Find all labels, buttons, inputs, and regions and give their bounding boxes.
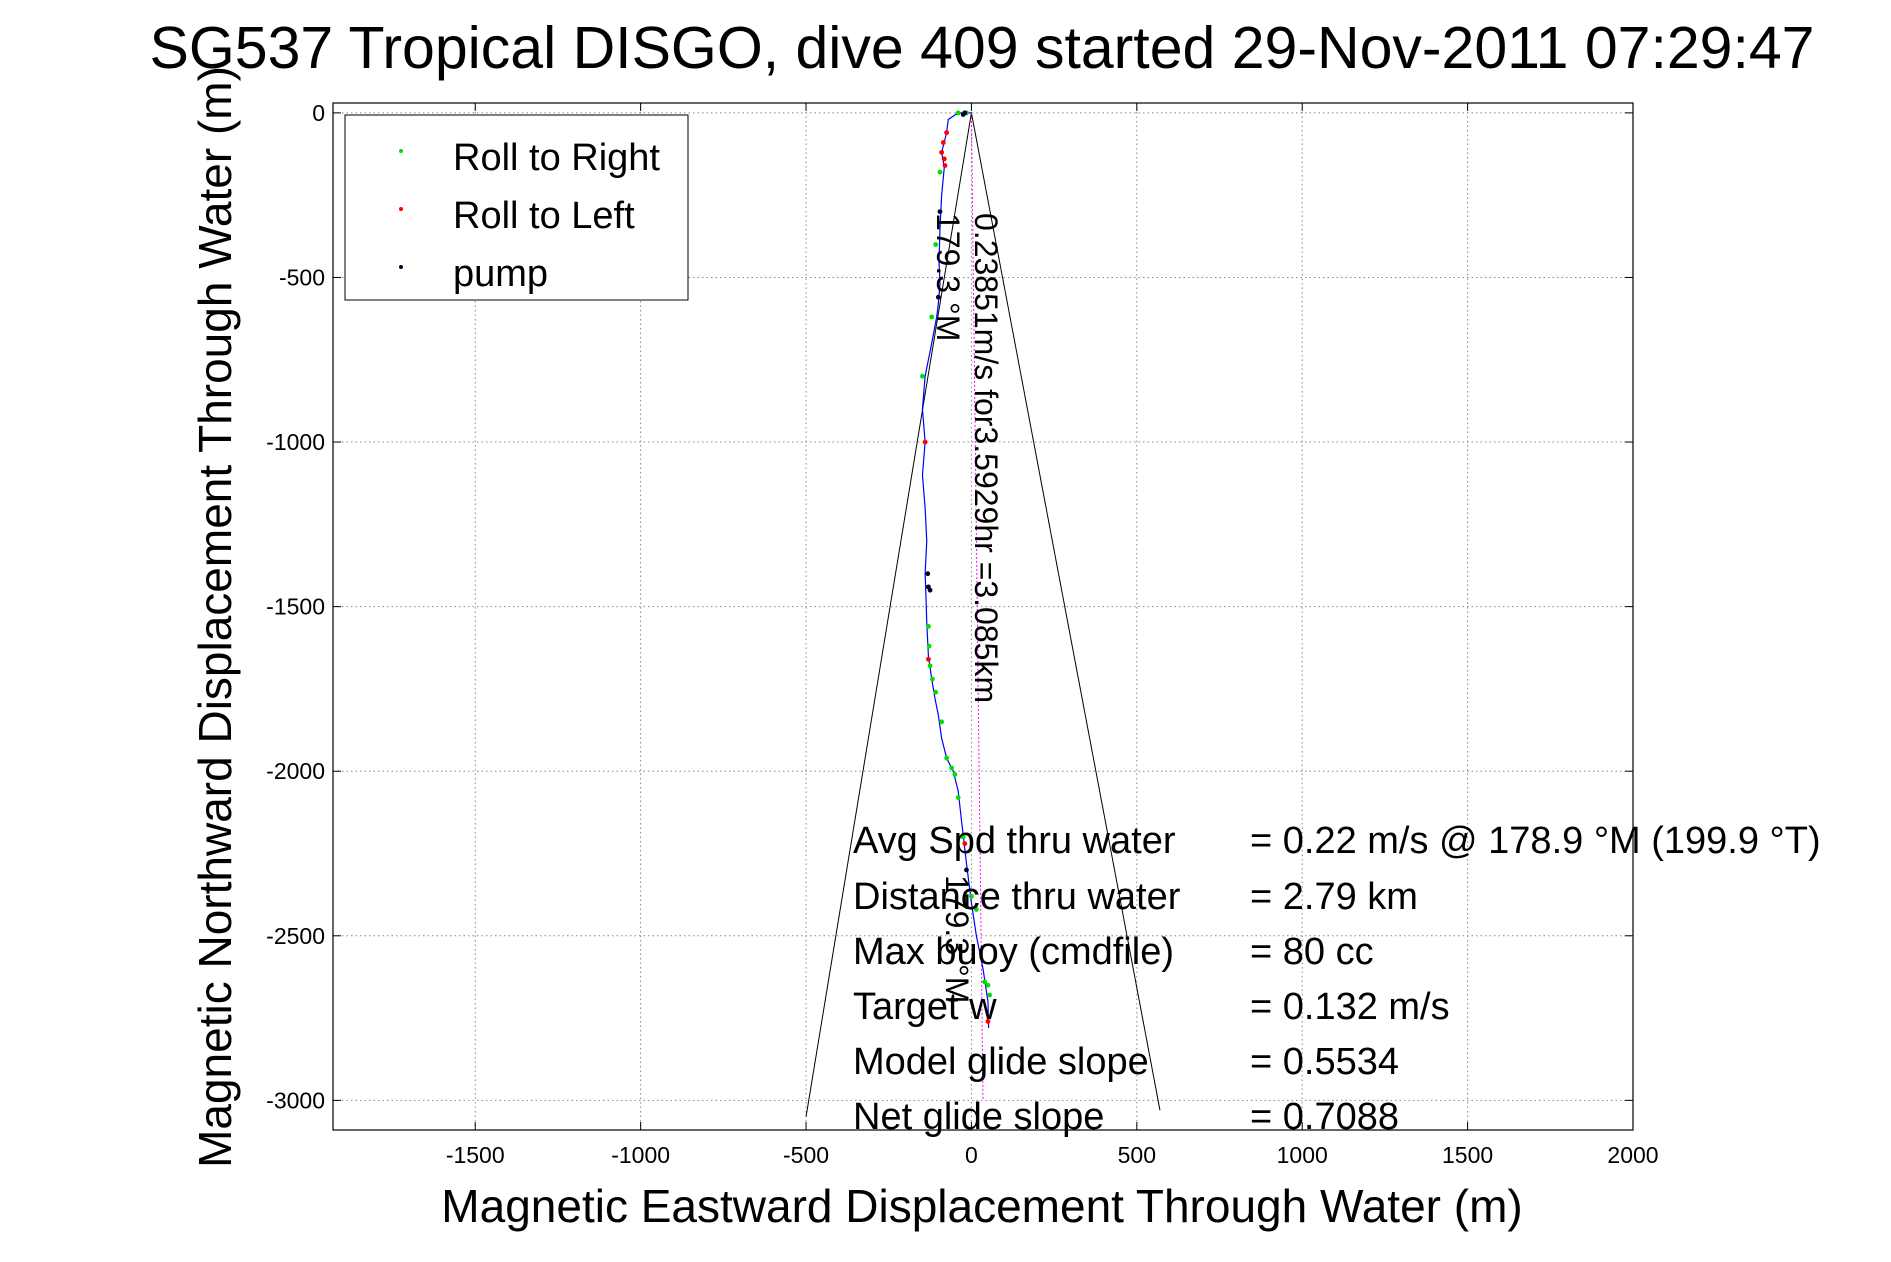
y-axis-label: Magnetic Northward Displacement Through …: [189, 66, 241, 1168]
roll-to-right-point: [985, 982, 991, 988]
speed-distance-annotation: 0.23851m/s for3.5929hr =3.085km: [968, 213, 1004, 703]
heading-line: [970, 112, 984, 1101]
heading-annotation-2: 179.3 °M: [939, 875, 975, 1003]
y-tick-label: 0: [312, 100, 325, 126]
stat-value-distance: = 2.79 km: [1250, 876, 1418, 918]
roll-to-left-point: [941, 156, 947, 162]
roll-to-right-point: [933, 242, 939, 247]
x-tick-label: -500: [783, 1142, 829, 1168]
roll-to-right-point: [929, 314, 935, 320]
heading-cone: [805, 112, 1161, 1117]
x-axis-label: Magnetic Eastward Displacement Through W…: [441, 1180, 1522, 1232]
stat-value-net-glide: = 0.7088: [1250, 1096, 1399, 1138]
pump-point: [935, 294, 941, 300]
roll-to-right-point: [926, 623, 931, 629]
roll-to-right-point: [926, 643, 932, 649]
pump-point: [960, 112, 966, 117]
y-tick-label: -1500: [266, 594, 325, 620]
legend: Roll to Right Roll to Left pump: [344, 114, 689, 301]
roll-to-right-point: [933, 689, 939, 695]
pump-point: [964, 867, 969, 873]
legend-label-pump: pump: [453, 253, 548, 295]
stat-label-avg-speed: Avg Spd thru water: [853, 820, 1176, 862]
stat-value-avg-speed: = 0.22 m/s @ 178.9 °M (199.9 °T): [1250, 820, 1821, 862]
x-tick-label: 0: [965, 1142, 978, 1168]
chart-title: SG537 Tropical DISGO, dive 409 started 2…: [150, 15, 1815, 81]
x-tick-label: 1500: [1442, 1142, 1493, 1168]
roll-to-left-point: [944, 130, 950, 136]
roll-to-right-point: [960, 834, 966, 840]
roll-to-right-point: [937, 169, 943, 175]
roll-to-right-point: [920, 373, 925, 379]
roll-to-right-point: [939, 719, 945, 725]
roll-to-left-point: [940, 140, 946, 145]
roll-to-left-point: [985, 1018, 991, 1024]
heading-annotation: 179.3 °M: [930, 213, 966, 341]
roll-to-right-point: [929, 676, 935, 682]
x-tick-label: 2000: [1607, 1142, 1658, 1168]
plot-frame: [332, 102, 1634, 1131]
stat-label-distance: Distance thru water: [853, 876, 1181, 918]
roll-to-right-point: [944, 755, 950, 761]
roll-to-left-point: [962, 841, 968, 847]
stat-value-model-glide: = 0.5534: [1250, 1041, 1399, 1083]
roll-to-right-point: [969, 893, 974, 899]
x-tick-label: -1000: [611, 1142, 670, 1168]
track-layer: [921, 112, 990, 1028]
legend-label-roll-left: Roll to Left: [453, 195, 635, 237]
roll-to-right-point: [955, 110, 961, 116]
roll-to-right-point: [952, 772, 958, 777]
y-tick-labels: 0 -500 -1000 -1500 -2000 -2500 -3000: [266, 100, 325, 1114]
y-tick-label: -2500: [266, 923, 325, 949]
roll-to-right-point: [973, 907, 979, 912]
roll-to-left-point: [939, 149, 945, 155]
roll-to-right-point: [982, 979, 988, 985]
heading-cone-left: [805, 112, 972, 1117]
roll-to-right-point: [987, 992, 993, 998]
roll-to-right-point: [949, 765, 954, 771]
stat-value-target-w: = 0.132 m/s: [1250, 986, 1450, 1028]
roll-to-left-point: [922, 439, 928, 445]
roll-to-right-point: [955, 795, 961, 800]
dive-statistics: Avg Spd thru water = 0.22 m/s @ 178.9 °M…: [853, 820, 1821, 1138]
legend-marker-roll-left: [399, 207, 403, 211]
roll-to-left-point: [926, 656, 931, 662]
x-tick-label: 1000: [1277, 1142, 1328, 1168]
x-tick-label: 500: [1118, 1142, 1156, 1168]
legend-label-roll-right: Roll to Right: [453, 137, 660, 179]
x-tick-label: -1500: [446, 1142, 505, 1168]
roll-to-left-point: [942, 163, 948, 168]
legend-marker-roll-right: [399, 149, 403, 153]
heading-cone-right: [970, 112, 1161, 1111]
pump-point: [925, 571, 931, 577]
data-points: [920, 110, 993, 1024]
stat-label-model-glide: Model glide slope: [853, 1041, 1149, 1083]
roll-to-right-point: [927, 663, 933, 669]
stat-label-target-w: Target w: [853, 986, 997, 1028]
y-tick-label: -1000: [266, 429, 325, 455]
stat-label-max-buoy: Max buoy (cmdfile): [853, 931, 1174, 973]
pump-point: [937, 209, 943, 215]
stat-label-net-glide: Net glide slope: [853, 1096, 1104, 1138]
pump-point: [927, 587, 933, 593]
stat-value-max-buoy: = 80 cc: [1250, 931, 1374, 973]
y-tick-label: -2000: [266, 758, 325, 784]
y-tick-label: -500: [279, 264, 325, 290]
y-tick-label: -3000: [266, 1087, 325, 1113]
dive-track-line: [921, 112, 990, 1028]
legend-marker-pump: [399, 265, 403, 269]
x-tick-labels: -1500 -1000 -500 0 500 1000 1500 2000: [446, 1142, 1659, 1168]
